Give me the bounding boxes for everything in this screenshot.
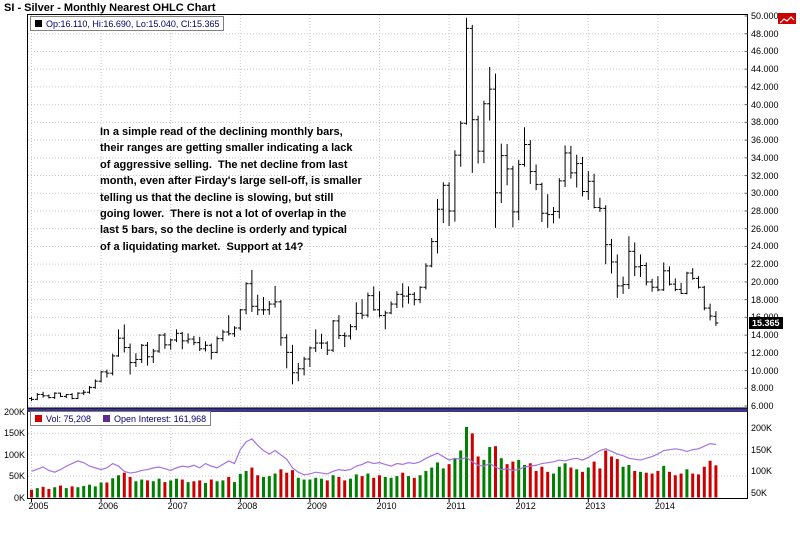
year-label: 2008 (237, 501, 258, 511)
price-tick-label: 12.000 (751, 347, 779, 358)
year-label: 2011 (446, 501, 466, 511)
price-tick-label: 6.000 (751, 401, 774, 411)
price-tick-label: 30.000 (751, 188, 779, 199)
year-label: 2006 (98, 501, 119, 511)
price-tick-label: 18.000 (751, 294, 779, 305)
annotation-line: of a liquidating market. Support at 14? (100, 240, 304, 253)
volume-legend-text: Vol: 75,208 (46, 413, 92, 424)
year-label: 2007 (167, 501, 188, 511)
ohlc-legend-text: Op:16.110, Hi:16.690, Lo:15.040, Cl:15.3… (46, 18, 220, 29)
open-interest-tick-label: 150K (751, 444, 773, 455)
volume-tick-label: 50K (8, 471, 25, 482)
price-tick-label: 20.000 (751, 276, 779, 287)
volume-tick-label: 0K (13, 492, 25, 503)
annotation-line: month, even after Firday's large sell-of… (100, 175, 362, 188)
volume-tick-label: 200K (3, 407, 25, 417)
logo-chartline-icon (779, 16, 795, 24)
volume-legend-swatch-icon (35, 415, 42, 422)
barchart-logo-icon (778, 13, 796, 24)
ohlc-legend-swatch-icon (35, 20, 42, 27)
ohlc-legend: Op:16.110, Hi:16.690, Lo:15.040, Cl:15.3… (30, 16, 225, 31)
price-tick-label: 36.000 (751, 135, 779, 146)
year-label: 2012 (515, 501, 536, 511)
price-tick-label: 14.000 (751, 330, 779, 341)
annotation-line: going lower. There is not a lot of overl… (100, 208, 347, 221)
annotation-line: last 5 bars, so the decline is orderly a… (100, 224, 347, 237)
price-tick-label: 48.000 (751, 28, 779, 39)
price-tick-label: 10.000 (751, 365, 779, 376)
price-tick-label: 44.000 (751, 64, 779, 75)
price-tick-label: 34.000 (751, 152, 779, 163)
volume-tick-label: 100K (3, 449, 25, 460)
price-tick-label: 32.000 (751, 170, 779, 181)
price-tick-label: 26.000 (751, 223, 779, 234)
open-interest-tick-label: 100K (751, 466, 773, 477)
chart-title: SI - Silver - Monthly Nearest OHLC Chart (4, 2, 216, 14)
open-interest-legend-text: Open Interest: 161,968 (114, 413, 207, 424)
price-tick-label: 16.000 (751, 312, 779, 323)
price-tick-label: 22.000 (751, 259, 779, 270)
annotation-line: of aggressive selling. The net decline f… (100, 158, 348, 171)
open-interest-legend-swatch-icon (103, 415, 111, 422)
price-tick-label: 38.000 (751, 117, 779, 128)
price-tick-label: 28.000 (751, 206, 779, 216)
price-tick-label: 40.000 (751, 99, 779, 110)
last-price-label: 15.365 (749, 316, 783, 329)
price-tick-label: 24.000 (751, 241, 779, 252)
open-interest-tick-label: 200K (751, 423, 773, 433)
year-label: 2010 (376, 501, 397, 511)
annotation-line: In a simple read of the declining monthl… (100, 126, 343, 138)
year-label: 2013 (585, 501, 606, 511)
open-interest-tick-label: 50K (751, 488, 768, 498)
volume-legend: Vol: 75,208 Open Interest: 161,968 (30, 411, 212, 426)
price-tick-label: 8.000 (751, 383, 774, 394)
price-tick-label: 42.000 (751, 81, 779, 92)
volume-tick-label: 150K (3, 428, 25, 439)
annotation-line: telling us that the decline is slowing, … (100, 191, 334, 204)
year-label: 2005 (28, 501, 49, 511)
annotation-text: In a simple read of the declining monthl… (100, 124, 362, 255)
price-tick-label: 46.000 (751, 46, 779, 57)
year-label: 2014 (654, 501, 675, 511)
price-tick-label: 50.000 (751, 11, 779, 21)
year-label: 2009 (306, 501, 327, 511)
annotation-line: their ranges are getting smaller indicat… (100, 142, 353, 155)
